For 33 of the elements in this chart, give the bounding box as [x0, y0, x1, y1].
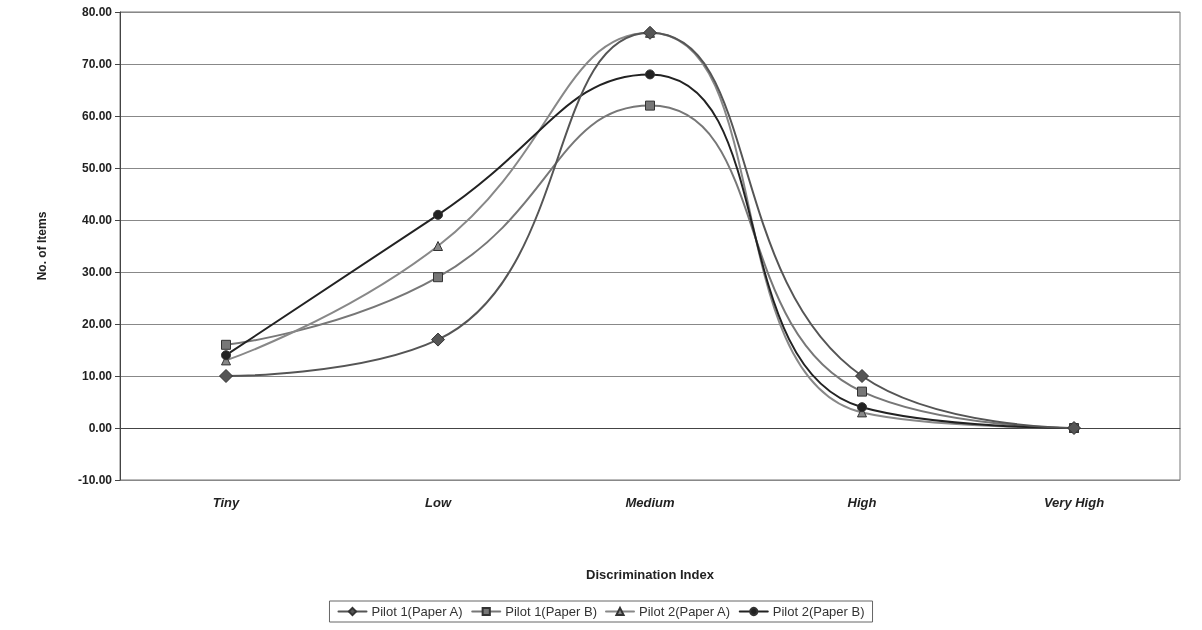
y-tick-label: 60.00 [81, 109, 113, 123]
legend-label: Pilot 1(Paper A) [371, 604, 463, 619]
y-tick-label: 70.00 [81, 57, 113, 71]
y-tick-label: 50.00 [81, 161, 113, 175]
y-tick-label: 30.00 [81, 265, 113, 279]
point [857, 402, 867, 413]
y-tick-label: -10.00 [77, 473, 113, 487]
y-tick-label: 80.00 [81, 5, 113, 19]
point [645, 100, 655, 111]
point [857, 386, 867, 397]
point [221, 350, 231, 361]
point [221, 339, 231, 350]
legend-label: Pilot 2(Paper A) [639, 604, 731, 619]
point [431, 332, 445, 347]
legend-label: Pilot 2(Paper B) [772, 604, 865, 619]
y-tick-label: 20.00 [81, 317, 113, 331]
x-tick-label: High [847, 495, 877, 510]
x-tick-label: Low [425, 495, 452, 510]
y-tick-label: 10.00 [81, 369, 113, 383]
y-axis-title: No. of Items [35, 211, 49, 281]
point [645, 69, 655, 80]
x-tick-label: Tiny [212, 495, 241, 510]
point [855, 369, 869, 383]
point [219, 369, 233, 383]
x-axis-title: Discrimination Index [586, 567, 715, 582]
point [433, 241, 443, 251]
y-tick-label: 40.00 [81, 213, 113, 227]
point [433, 272, 443, 283]
x-tick-label: Medium [625, 495, 675, 510]
y-tick-label: 0.00 [88, 421, 113, 435]
legend-label: Pilot 1(Paper B) [505, 604, 597, 619]
point [433, 209, 443, 220]
x-tick-label: Very High [1043, 495, 1105, 510]
